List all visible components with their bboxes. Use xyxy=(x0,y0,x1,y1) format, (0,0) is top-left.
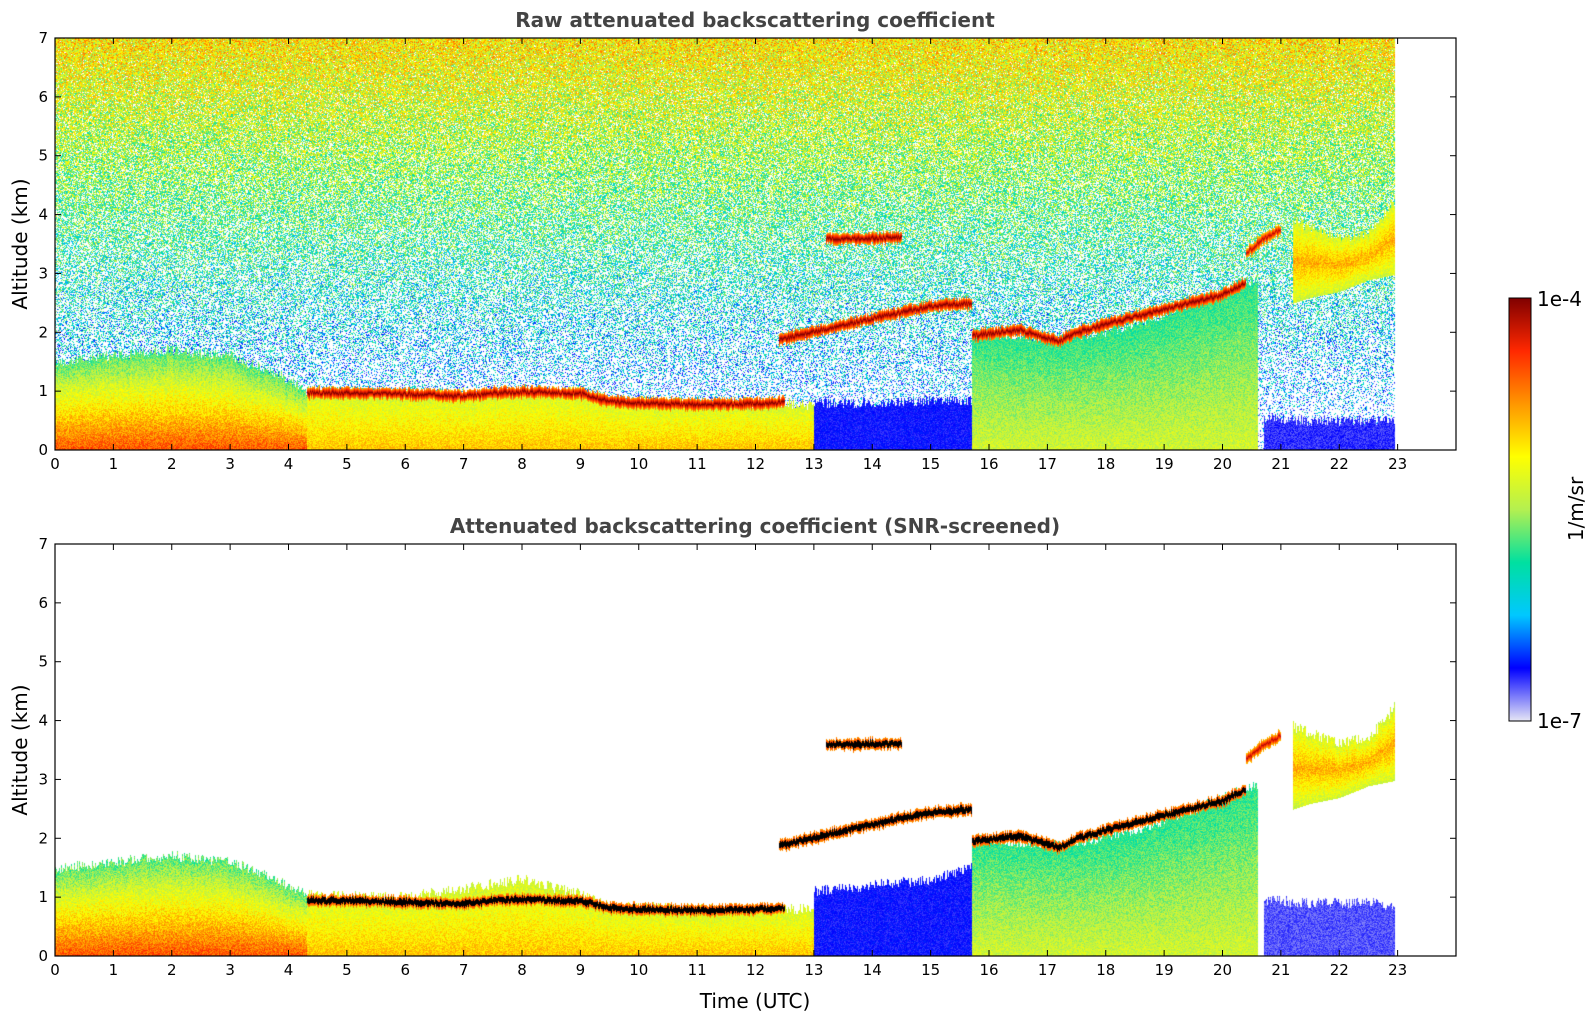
y-tick-label: 7 xyxy=(38,29,48,47)
x-tick-label: 1 xyxy=(109,455,119,473)
x-tick-label: 20 xyxy=(1213,455,1232,473)
x-tick-label: 13 xyxy=(804,455,823,473)
top-panel: Raw attenuated backscattering coefficien… xyxy=(8,8,1457,473)
x-tick-label: 17 xyxy=(1038,961,1057,979)
bottom-heatmap-area xyxy=(55,544,1456,956)
x-tick-label: 11 xyxy=(688,961,707,979)
x-tick-label: 1 xyxy=(109,961,119,979)
y-tick-label: 0 xyxy=(38,441,48,459)
x-tick-label: 17 xyxy=(1038,455,1057,473)
x-axis-label: Time (UTC) xyxy=(699,989,811,1013)
x-tick-label: 11 xyxy=(688,455,707,473)
y-tick-label: 7 xyxy=(38,535,48,553)
x-tick-label: 7 xyxy=(459,961,469,979)
y-tick-label: 6 xyxy=(38,594,48,612)
top-y-axis-label: Altitude (km) xyxy=(8,178,32,309)
colorbar-gradient xyxy=(1508,297,1532,722)
x-tick-label: 10 xyxy=(629,455,648,473)
x-tick-label: 6 xyxy=(400,455,410,473)
colorbar-min-label: 1e-7 xyxy=(1537,709,1582,733)
x-tick-label: 19 xyxy=(1155,455,1174,473)
x-tick-label: 23 xyxy=(1388,455,1407,473)
x-tick-label: 15 xyxy=(921,961,940,979)
x-tick-label: 4 xyxy=(284,961,294,979)
x-tick-label: 10 xyxy=(629,961,648,979)
y-tick-label: 2 xyxy=(38,323,48,341)
x-tick-label: 19 xyxy=(1155,961,1174,979)
x-tick-label: 23 xyxy=(1388,961,1407,979)
y-tick-label: 0 xyxy=(38,947,48,965)
x-tick-label: 12 xyxy=(746,961,765,979)
colorbar-max-label: 1e-4 xyxy=(1537,287,1582,311)
x-tick-label: 6 xyxy=(400,961,410,979)
bottom-y-axis-label: Altitude (km) xyxy=(8,684,32,815)
top-heatmap-canvas xyxy=(55,38,1456,450)
x-tick-label: 9 xyxy=(576,455,586,473)
x-tick-label: 4 xyxy=(284,455,294,473)
y-tick-label: 5 xyxy=(38,653,48,671)
x-tick-label: 7 xyxy=(459,455,469,473)
x-tick-label: 22 xyxy=(1330,455,1349,473)
top-axis-ticks: 0 1 2 3 4 5 6 7 8 9 10 11 12 13 14 15 16 17 18 19 20 21 22 2301… xyxy=(38,29,1456,473)
y-tick-label: 3 xyxy=(38,770,48,788)
y-tick-label: 6 xyxy=(38,88,48,106)
x-tick-label: 2 xyxy=(167,455,177,473)
x-tick-label: 3 xyxy=(225,961,235,979)
colorbar-unit-label: 1/m/sr xyxy=(1564,476,1588,541)
x-tick-label: 16 xyxy=(979,455,998,473)
x-tick-label: 14 xyxy=(863,961,882,979)
x-tick-label: 8 xyxy=(517,455,527,473)
x-tick-label: 0 xyxy=(50,961,60,979)
y-tick-label: 4 xyxy=(38,712,48,730)
y-tick-label: 1 xyxy=(38,888,48,906)
x-tick-label: 9 xyxy=(576,961,586,979)
bottom-panel: Attenuated backscattering coefficient (S… xyxy=(8,514,1457,1013)
bottom-axis-ticks: 0 1 2 3 4 5 6 7 8 9 10 11 12 13 14 15 16 17 18 19 20 21 22 2301… xyxy=(38,535,1456,979)
bottom-panel-title: Attenuated backscattering coefficient (S… xyxy=(450,514,1060,538)
x-tick-label: 18 xyxy=(1096,961,1115,979)
y-tick-label: 2 xyxy=(38,829,48,847)
top-heatmap-area xyxy=(55,38,1456,450)
x-tick-label: 14 xyxy=(863,455,882,473)
y-tick-label: 5 xyxy=(38,147,48,165)
x-tick-label: 16 xyxy=(979,961,998,979)
x-tick-label: 8 xyxy=(517,961,527,979)
x-tick-label: 3 xyxy=(225,455,235,473)
x-tick-label: 22 xyxy=(1330,961,1349,979)
x-tick-label: 15 xyxy=(921,455,940,473)
colorbar: 1e-4 1e-7 1/m/sr xyxy=(1508,287,1588,733)
x-tick-label: 2 xyxy=(167,961,177,979)
x-tick-label: 13 xyxy=(804,961,823,979)
top-panel-title: Raw attenuated backscattering coefficien… xyxy=(515,8,995,32)
x-tick-label: 0 xyxy=(50,455,60,473)
bottom-heatmap-canvas xyxy=(55,544,1456,956)
x-tick-label: 21 xyxy=(1271,961,1290,979)
y-tick-label: 4 xyxy=(38,206,48,224)
x-tick-label: 12 xyxy=(746,455,765,473)
x-tick-label: 20 xyxy=(1213,961,1232,979)
y-tick-label: 1 xyxy=(38,382,48,400)
y-tick-label: 3 xyxy=(38,264,48,282)
x-tick-label: 5 xyxy=(342,455,352,473)
x-tick-label: 18 xyxy=(1096,455,1115,473)
x-tick-label: 21 xyxy=(1271,455,1290,473)
x-tick-label: 5 xyxy=(342,961,352,979)
